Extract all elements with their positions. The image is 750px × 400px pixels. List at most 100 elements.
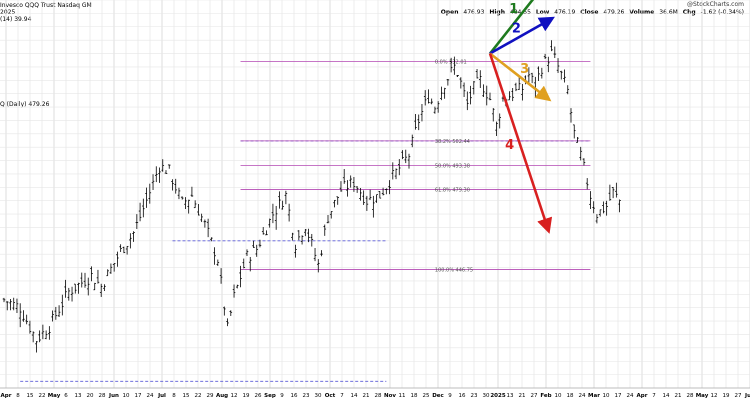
ohlc-bar	[193, 200, 197, 209]
ohlc-bar	[372, 195, 375, 218]
x-tick-label: 7	[340, 393, 344, 399]
arrow-label-4: 4	[505, 138, 514, 153]
x-tick-label: Jun	[108, 393, 119, 399]
x-tick-label: 29	[207, 393, 214, 399]
ohlc-bar	[527, 67, 531, 84]
projection-arrows: 1 2 3 4	[488, 0, 555, 234]
ohlc-bar	[543, 53, 547, 60]
ohlc-bar	[417, 114, 421, 131]
ohlc-bar	[93, 282, 97, 291]
stat-change: Chg -1.62 (-0.34%)	[682, 9, 744, 16]
ohlc-bar	[316, 259, 320, 273]
x-axis: Apr 8 15 22 May 6 13 20 28 Jun 10 17 24 Jul 8 15 22 29 Aug…	[0, 387, 750, 399]
ohlc-bar	[135, 214, 139, 229]
ohlc-bar	[563, 69, 566, 83]
ohlc-bar	[184, 197, 187, 210]
x-tick-label: 24	[147, 393, 154, 399]
ohlc-bar	[375, 194, 378, 203]
ohlc-bar	[556, 58, 560, 73]
x-tick-label: 9	[280, 393, 284, 399]
ohlc-bar	[142, 198, 145, 218]
x-tick-label: Feb	[540, 393, 551, 399]
ohlc-bar	[446, 79, 450, 86]
ohlc-bar	[342, 169, 346, 184]
ohlc-bar	[274, 205, 278, 230]
ohlc-bar	[73, 283, 77, 294]
chart-title: Invesco QQQ Trust Nasdaq GM	[0, 2, 92, 9]
ohlc-bar	[368, 189, 372, 200]
ohlc-bar	[77, 282, 80, 294]
ohlc-bar	[281, 200, 284, 210]
ohlc-bar	[482, 84, 485, 98]
ohlc-bar	[559, 70, 563, 80]
ohlc-bar	[349, 175, 352, 188]
x-tick-label: Sep	[264, 393, 276, 399]
x-tick-label: 7	[652, 393, 656, 399]
x-tick-label: 12	[231, 393, 238, 399]
ohlc-bar	[258, 239, 262, 248]
ohlc-bar	[18, 303, 22, 328]
x-tick-label: 13	[507, 393, 514, 399]
ohlc-bar	[537, 66, 540, 81]
ohlc-bar	[99, 283, 103, 297]
x-tick-label: 10	[603, 393, 610, 399]
ohlc-bar	[54, 306, 58, 320]
ohlc-bar	[498, 113, 502, 129]
ohlc-bar	[229, 310, 233, 316]
ohlc-bar	[180, 196, 184, 200]
ohlc-bar	[359, 188, 362, 201]
x-tick-label: Mar	[588, 393, 600, 399]
ohlc-bar	[223, 306, 226, 316]
ohlc-bar	[216, 259, 220, 267]
ohlc-bar	[404, 149, 408, 164]
ohlc-bar	[579, 146, 583, 161]
ohlc-bar	[15, 298, 19, 313]
ohlc-bar	[90, 266, 93, 282]
ohlc-bar	[508, 91, 511, 101]
x-tick-label: 11	[399, 393, 406, 399]
ohlc-bar	[589, 191, 592, 209]
x-tick-label: 18	[567, 393, 574, 399]
ohlc-bar	[235, 284, 239, 289]
ohlc-bar	[67, 287, 71, 301]
x-tick-label: 12	[711, 393, 718, 399]
ohlc-bar	[28, 320, 32, 334]
stockcharts-logo: @StockCharts.com	[687, 1, 744, 8]
ohlc-bar	[530, 72, 534, 84]
ohlc-bar	[70, 286, 74, 302]
ohlc-bar	[430, 98, 433, 105]
fib-level-label: 38.2% 502.44	[435, 139, 470, 145]
ohlc-bar	[469, 85, 472, 105]
ohlc-bar	[346, 180, 349, 197]
ohlc-bar	[456, 74, 459, 78]
x-tick-label: 14	[351, 393, 358, 399]
arrow-label-2: 2	[512, 21, 521, 36]
x-tick-label: 22	[39, 393, 46, 399]
x-tick-label: 30	[483, 393, 490, 399]
x-tick-label: 28	[375, 393, 382, 399]
x-tick-label: 18	[411, 393, 418, 399]
ohlc-bar	[190, 186, 194, 197]
ohlc-bar	[158, 167, 161, 183]
ohlc-bar	[154, 166, 158, 183]
ohlc-bar	[106, 269, 109, 277]
ohlc-bar	[521, 83, 524, 101]
chart-year: 2025	[0, 9, 16, 16]
ohlc-bar	[119, 244, 122, 252]
x-tick-label: May	[48, 393, 61, 399]
ohlc-bar	[378, 191, 382, 199]
ohlc-bar	[31, 331, 35, 343]
ohlc-bar	[550, 40, 553, 52]
projection-arrow-2	[489, 16, 555, 55]
ohlc-bar	[232, 284, 236, 298]
ohlc-bar	[187, 199, 190, 214]
x-tick-label: 30	[315, 393, 322, 399]
x-tick-label: 23	[303, 393, 310, 399]
x-tick-label: 16	[459, 393, 466, 399]
x-tick-label: 15	[183, 393, 190, 399]
x-tick-label: 28	[99, 393, 106, 399]
ohlc-bar	[385, 188, 388, 195]
x-tick-label: 24	[627, 393, 634, 399]
ohlc-bar	[443, 87, 446, 99]
ohlc-bar	[608, 184, 612, 201]
